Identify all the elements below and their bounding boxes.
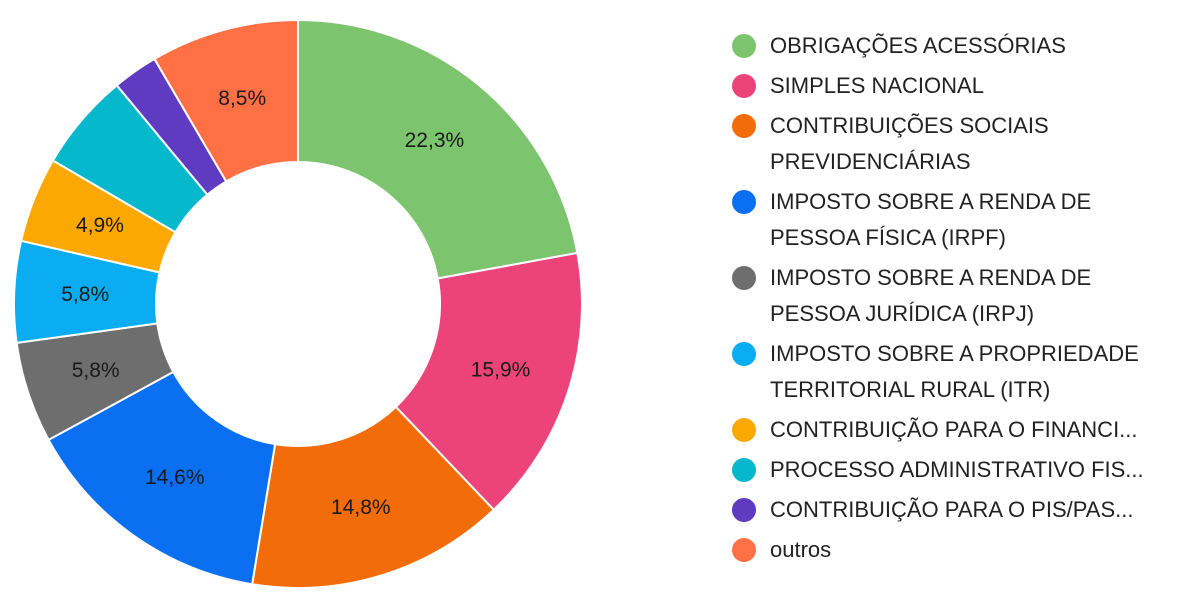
- slice-label-6: 4,9%: [76, 214, 124, 237]
- legend-item-7[interactable]: PROCESSO ADMINISTRATIVO FIS...: [732, 452, 1192, 488]
- legend-item-3[interactable]: IMPOSTO SOBRE A RENDA DE PESSOA FÍSICA (…: [732, 184, 1192, 256]
- slice-label-3: 14,6%: [145, 466, 205, 489]
- legend-label: IMPOSTO SOBRE A RENDA DE PESSOA JURÍDICA…: [770, 265, 1092, 326]
- legend-swatch-icon: [732, 458, 756, 482]
- legend-item-0[interactable]: OBRIGAÇÕES ACESSÓRIAS: [732, 28, 1192, 64]
- legend-label: CONTRIBUIÇÕES SOCIAIS PREVIDENCIÁRIAS: [770, 113, 1049, 174]
- slice-2[interactable]: [251, 405, 496, 589]
- legend: OBRIGAÇÕES ACESSÓRIAS SIMPLES NACIONAL CON…: [732, 28, 1192, 572]
- donut-svg: 22,3% 15,9% 14,8% 14,6% 5,8% 5,8% 4,9% 8,5%: [13, 18, 583, 589]
- legend-item-2[interactable]: CONTRIBUIÇÕES SOCIAIS PREVIDENCIÁRIAS: [732, 108, 1192, 180]
- legend-swatch-icon: [732, 74, 756, 98]
- legend-item-9[interactable]: outros: [732, 532, 1192, 568]
- legend-swatch-icon: [732, 190, 756, 214]
- slice-label-0: 22,3%: [405, 129, 465, 152]
- slice-0[interactable]: [297, 18, 579, 280]
- slice-label-9: 8,5%: [218, 87, 266, 110]
- legend-item-1[interactable]: SIMPLES NACIONAL: [732, 68, 1192, 104]
- legend-label: PROCESSO ADMINISTRATIVO FIS...: [770, 457, 1144, 482]
- legend-item-8[interactable]: CONTRIBUIÇÃO PARA O PIS/PAS...: [732, 492, 1192, 528]
- legend-swatch-icon: [732, 418, 756, 442]
- slice-label-4: 5,8%: [72, 359, 120, 382]
- legend-label: SIMPLES NACIONAL: [770, 73, 984, 98]
- slice-1[interactable]: [394, 251, 583, 512]
- legend-item-6[interactable]: CONTRIBUIÇÃO PARA O FINANCI...: [732, 412, 1192, 448]
- legend-item-5[interactable]: IMPOSTO SOBRE A PROPRIEDADE TERRITORIAL …: [732, 336, 1192, 408]
- legend-swatch-icon: [732, 342, 756, 366]
- legend-swatch-icon: [732, 114, 756, 138]
- legend-swatch-icon: [732, 266, 756, 290]
- legend-swatch-icon: [732, 498, 756, 522]
- slice-9[interactable]: [153, 18, 299, 183]
- legend-item-4[interactable]: IMPOSTO SOBRE A RENDA DE PESSOA JURÍDICA…: [732, 260, 1192, 332]
- legend-label: CONTRIBUIÇÃO PARA O FINANCI...: [770, 417, 1138, 442]
- slice-label-2: 14,8%: [331, 496, 391, 519]
- legend-label: outros: [770, 537, 832, 562]
- slice-label-1: 15,9%: [471, 358, 531, 381]
- legend-label: IMPOSTO SOBRE A RENDA DE PESSOA FÍSICA (…: [770, 189, 1092, 250]
- legend-label: OBRIGAÇÕES ACESSÓRIAS: [770, 33, 1066, 58]
- slice-label-5: 5,8%: [61, 283, 109, 306]
- legend-label: IMPOSTO SOBRE A PROPRIEDADE TERRITORIAL …: [770, 341, 1139, 402]
- legend-swatch-icon: [732, 538, 756, 562]
- legend-swatch-icon: [732, 34, 756, 58]
- slice-3[interactable]: [47, 370, 277, 586]
- legend-label: CONTRIBUIÇÃO PARA O PIS/PAS...: [770, 497, 1134, 522]
